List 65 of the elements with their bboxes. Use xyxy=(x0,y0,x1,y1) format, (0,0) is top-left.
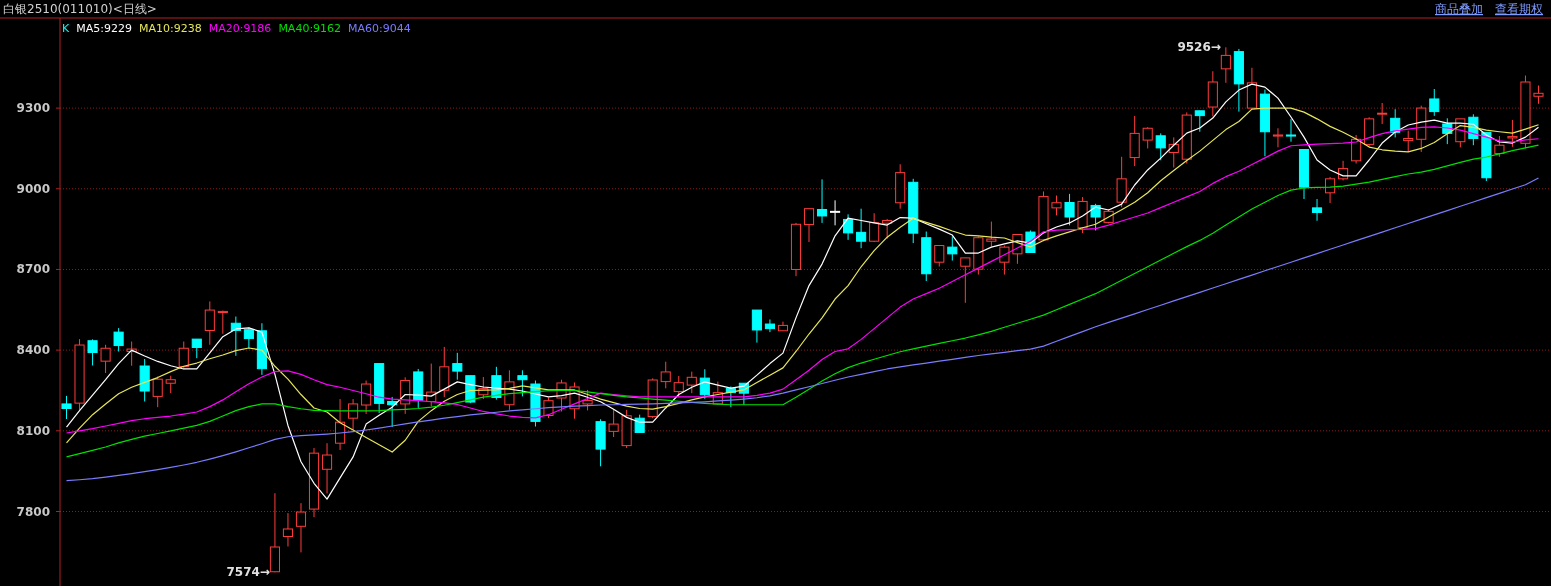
candlestick xyxy=(113,327,124,352)
y-tick-label: 9000 xyxy=(16,181,50,196)
candlestick xyxy=(856,208,867,249)
candlestick xyxy=(816,178,828,224)
candlestick xyxy=(686,371,697,394)
candlestick xyxy=(1220,46,1231,84)
candlestick xyxy=(282,512,294,547)
candlestick xyxy=(803,208,815,243)
candlestick xyxy=(178,341,189,370)
candlestick xyxy=(699,368,710,400)
candlestick xyxy=(1507,119,1518,148)
candlestick xyxy=(335,398,346,451)
y-tick-label: 8100 xyxy=(16,423,50,438)
candlestick xyxy=(660,361,671,389)
candlestick xyxy=(882,218,893,240)
chart-title: 白银2510(011010)<日线> xyxy=(3,2,157,16)
candlestick xyxy=(243,327,254,349)
candlestick xyxy=(1325,176,1336,204)
candlestick xyxy=(61,395,72,420)
candlestick xyxy=(1494,135,1505,158)
candlestick xyxy=(934,245,945,267)
candlestick xyxy=(1377,102,1388,125)
candlestick xyxy=(869,212,880,243)
text: 商品叠加 xyxy=(1435,2,1483,16)
candlestick xyxy=(452,352,463,381)
legend: K MA5:9229 MA10:9238 MA20:9186 MA40:9162 MA60:9044 xyxy=(62,22,411,35)
candlestick xyxy=(1142,126,1153,149)
text: 查看期权 xyxy=(1495,2,1543,16)
candlestick xyxy=(1064,193,1075,226)
candlestick xyxy=(517,369,528,397)
y-tick-label: 9300 xyxy=(16,101,50,116)
candlestick xyxy=(1155,132,1166,161)
candlestick xyxy=(1429,88,1440,117)
candlestick xyxy=(1051,195,1062,216)
candlestick xyxy=(191,338,202,359)
candlestick xyxy=(361,380,372,415)
y-tick-label: 8400 xyxy=(16,343,50,358)
candlestick xyxy=(986,221,997,248)
y-tick-label: 7800 xyxy=(16,504,50,519)
candlestick xyxy=(947,235,958,262)
annotation: 9526→ xyxy=(1177,40,1221,55)
candlestick xyxy=(1194,110,1205,133)
candlestick xyxy=(960,257,971,304)
candlestick xyxy=(295,502,307,553)
candlestick xyxy=(1285,118,1297,143)
candlestick xyxy=(1116,156,1127,208)
candlestick xyxy=(1090,203,1101,231)
candlestick xyxy=(87,338,98,366)
y-tick-label: 8700 xyxy=(16,262,50,277)
candlestick xyxy=(1533,85,1544,105)
candlestick xyxy=(830,199,841,226)
candlestick xyxy=(751,309,762,344)
candlestick xyxy=(764,318,775,333)
candlestick xyxy=(582,389,593,411)
candlestick xyxy=(204,300,215,346)
candlestick xyxy=(321,442,333,494)
candlestick xyxy=(100,344,111,374)
candlestick xyxy=(843,213,854,241)
candlestick xyxy=(608,409,619,438)
candlestick xyxy=(1272,127,1284,148)
candlestick xyxy=(1403,130,1414,153)
annotation: 7574→ xyxy=(226,565,270,580)
candlestick xyxy=(439,346,450,398)
candlestick xyxy=(152,376,163,408)
candlestick xyxy=(1311,198,1323,222)
